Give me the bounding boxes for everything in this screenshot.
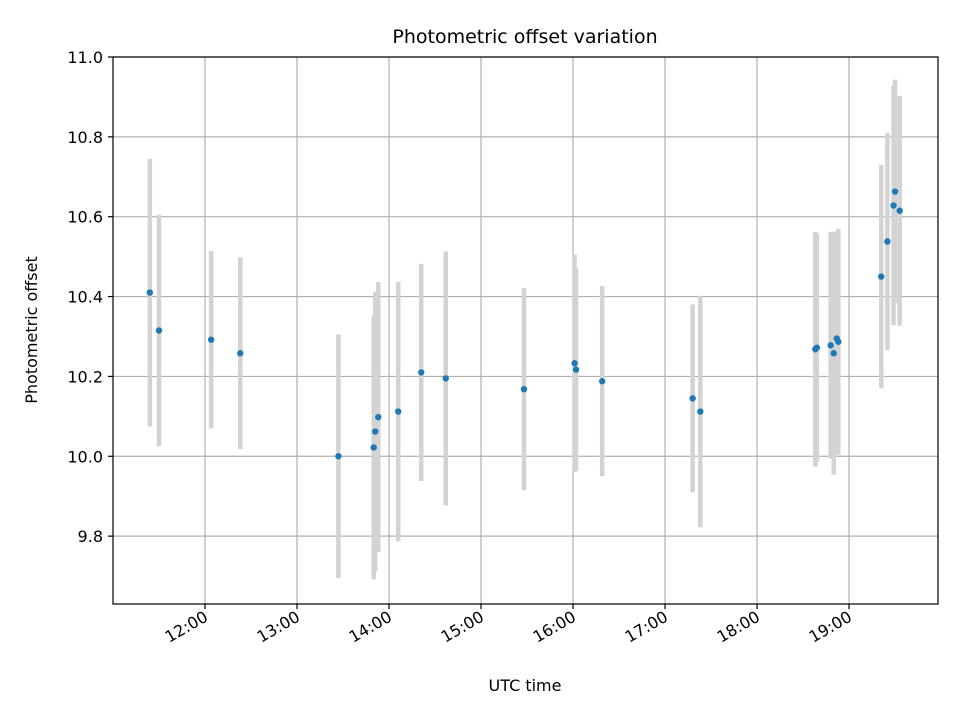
x-tick-label: 16:00 — [530, 607, 579, 647]
data-point — [335, 453, 342, 460]
data-point — [890, 202, 897, 209]
data-point — [442, 375, 449, 382]
y-tick-label: 10.4 — [67, 288, 103, 307]
data-point — [884, 238, 891, 245]
chart-title: Photometric offset variation — [392, 26, 657, 48]
y-tick-label: 10.8 — [67, 128, 103, 147]
data-point — [572, 366, 580, 373]
y-axis-label: Photometric offset — [22, 256, 41, 404]
data-point — [155, 327, 163, 334]
x-tick-label: 17:00 — [622, 607, 671, 647]
y-tick-label: 10.0 — [67, 447, 103, 466]
x-axis: 12:00 13:00 14:00 15:00 16:00 17:00 18:00 19:00 — [162, 604, 855, 647]
y-tick-label: 11.0 — [67, 48, 103, 67]
data-point — [395, 408, 402, 415]
data-point — [878, 273, 885, 280]
data-point — [207, 336, 215, 343]
plot-frame — [112, 56, 939, 605]
data-point — [827, 342, 834, 349]
data-points — [146, 188, 903, 460]
y-tick-label: 9.8 — [78, 527, 103, 546]
x-tick-label: 15:00 — [438, 607, 487, 647]
data-point — [689, 395, 696, 402]
y-tick-label: 10.2 — [67, 367, 103, 386]
data-point — [891, 188, 899, 195]
x-tick-label: 13:00 — [254, 607, 303, 647]
data-point — [520, 385, 528, 393]
data-point — [697, 408, 704, 415]
data-point — [372, 428, 379, 435]
data-point — [896, 207, 903, 214]
data-point — [830, 350, 837, 357]
data-point — [835, 338, 842, 345]
data-point — [571, 360, 578, 367]
error-bars — [147, 79, 902, 580]
x-tick-label: 12:00 — [162, 607, 211, 647]
x-tick-label: 18:00 — [714, 607, 763, 647]
data-point — [370, 444, 377, 451]
x-axis-label: UTC time — [489, 676, 562, 695]
x-tick-label: 19:00 — [806, 607, 855, 647]
data-point — [375, 413, 382, 421]
y-tick-label: 10.6 — [67, 208, 103, 227]
data-point — [418, 369, 425, 376]
y-axis: 9.8 10.0 10.2 10.4 10.6 10.8 11.0 — [67, 48, 113, 546]
data-point — [598, 378, 606, 385]
x-tick-label: 14:00 — [346, 607, 395, 647]
data-point — [146, 289, 154, 296]
data-point — [813, 344, 821, 351]
data-point — [237, 350, 244, 357]
